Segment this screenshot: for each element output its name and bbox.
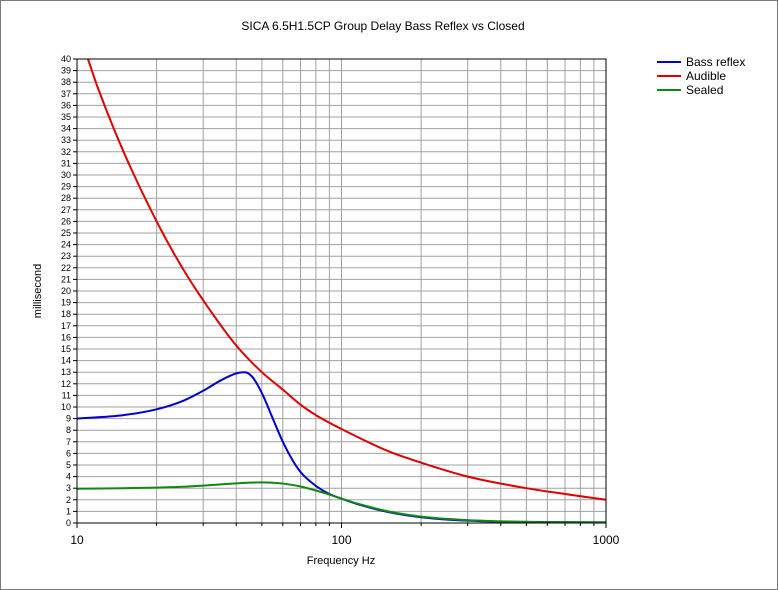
x-tick-label: 100 [331, 533, 351, 547]
y-tick-label: 36 [61, 100, 71, 110]
y-tick-label: 26 [61, 216, 71, 226]
legend-label-sealed: Sealed [686, 83, 723, 97]
y-tick-label: 32 [61, 147, 71, 157]
y-tick-label: 8 [66, 425, 71, 435]
y-tick-label: 13 [61, 367, 71, 377]
axis-ticks: 0123456789101112131415161718192021222324… [61, 54, 620, 547]
y-tick-label: 10 [61, 402, 71, 412]
x-tick-label: 1000 [593, 533, 620, 547]
y-tick-label: 28 [61, 193, 71, 203]
y-tick-label: 29 [61, 182, 71, 192]
y-tick-label: 1 [66, 506, 71, 516]
y-tick-label: 21 [61, 274, 71, 284]
y-tick-label: 6 [66, 448, 71, 458]
x-axis-label: Frequency Hz [307, 555, 375, 567]
legend-label-bass-reflex: Bass reflex [686, 55, 745, 69]
y-tick-label: 5 [66, 460, 71, 470]
legend-label-audible: Audible [686, 69, 726, 83]
y-tick-label: 31 [61, 158, 71, 168]
y-tick-label: 15 [61, 344, 71, 354]
y-tick-label: 16 [61, 332, 71, 342]
y-tick-label: 3 [66, 483, 71, 493]
y-tick-label: 22 [61, 263, 71, 273]
y-tick-label: 18 [61, 309, 71, 319]
y-tick-label: 2 [66, 495, 71, 505]
y-tick-label: 20 [61, 286, 71, 296]
plot-area-border [76, 58, 607, 524]
y-tick-label: 11 [62, 390, 71, 400]
y-axis-label: millisecond [32, 264, 44, 318]
y-tick-label: 14 [61, 356, 71, 366]
y-tick-label: 30 [61, 170, 71, 180]
y-tick-label: 19 [61, 298, 71, 308]
y-tick-label: 38 [61, 77, 71, 87]
y-tick-label: 4 [66, 472, 71, 482]
series-line-sealed [76, 481, 607, 524]
y-tick-label: 17 [61, 321, 71, 331]
y-tick-label: 24 [61, 240, 71, 250]
y-tick-label: 7 [66, 437, 71, 447]
x-tick-label: 10 [70, 533, 84, 547]
y-tick-label: 23 [61, 251, 71, 261]
y-tick-label: 39 [61, 66, 71, 76]
y-tick-label: 40 [61, 54, 71, 64]
series-line-audible [87, 58, 607, 501]
y-tick-label: 0 [66, 518, 71, 528]
y-tick-label: 25 [61, 228, 71, 238]
y-tick-label: 9 [66, 414, 71, 424]
y-tick-label: 27 [61, 205, 71, 215]
y-tick-label: 12 [61, 379, 71, 389]
y-tick-label: 33 [61, 135, 71, 145]
series-lines [76, 58, 607, 524]
grid [77, 59, 606, 523]
chart-title: SICA 6.5H1.5CP Group Delay Bass Reflex v… [241, 19, 524, 33]
y-tick-label: 37 [61, 89, 71, 99]
y-tick-label: 35 [61, 112, 71, 122]
y-tick-label: 34 [61, 124, 71, 134]
